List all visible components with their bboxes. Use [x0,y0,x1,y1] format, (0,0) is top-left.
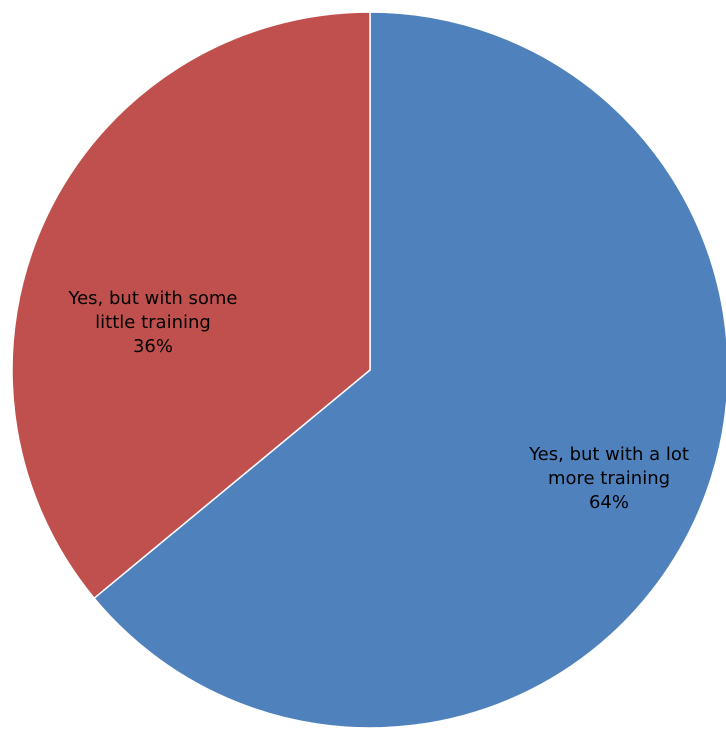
pie-slice-1 [11,11,371,600]
slice-label-line-1-1: little training [95,312,211,333]
slice-value-label-1: 36% [133,336,173,357]
slice-label-line-0-0: Yes, but with a lot [528,444,689,465]
slice-label-0: Yes, but with a lot more training 64% [528,444,689,513]
slices-layer [11,11,726,729]
slice-label-1: Yes, but with some little training 36% [67,288,237,357]
slice-label-line-1-0: Yes, but with some [67,288,237,309]
labels-layer: Yes, but with a lot more training 64%Yes, … [67,288,688,513]
pie-slice-0 [93,11,726,729]
slice-label-line-0-1: more training [548,468,670,489]
slice-value-label-0: 64% [589,492,629,513]
